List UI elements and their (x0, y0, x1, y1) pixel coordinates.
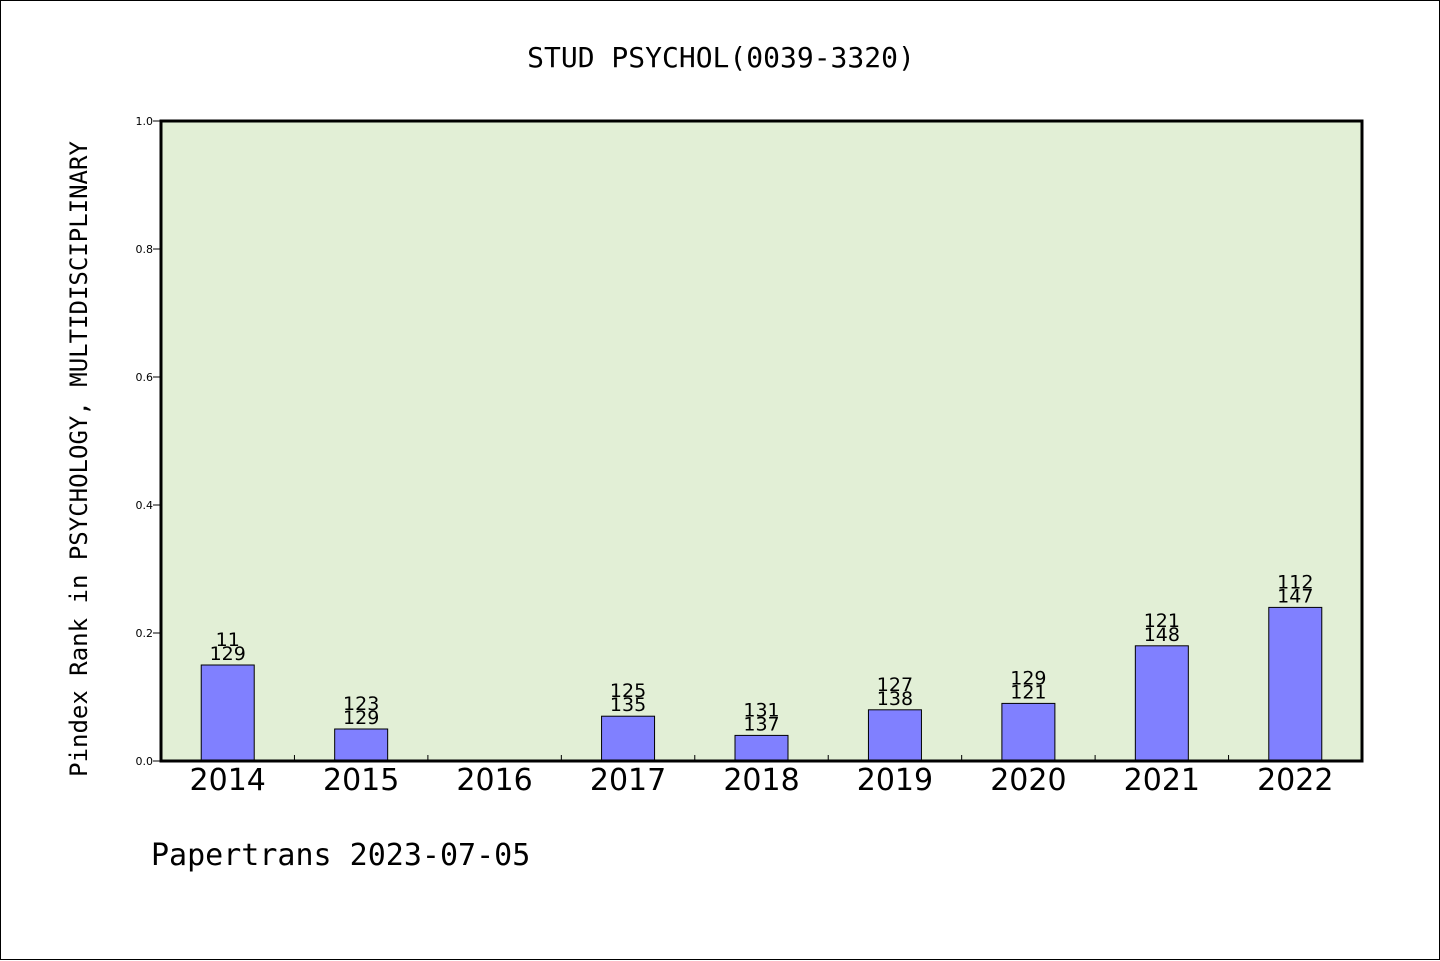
bar-label-top: 112 (1277, 571, 1313, 593)
bar-label-bottom: 137 (743, 713, 779, 735)
y-tick-label: 0.6 (136, 371, 154, 384)
bar-label-top: 121 (1144, 610, 1180, 632)
bar-2020 (1001, 702, 1056, 762)
y-tick-label: 0.4 (136, 499, 154, 512)
y-tick-label: 0.0 (136, 755, 154, 768)
x-tick-label: 2020 (990, 763, 1066, 798)
bar-2021 (1134, 645, 1189, 762)
x-tick-label: 2021 (1124, 763, 1200, 798)
bar-label-top: 131 (743, 699, 779, 721)
bar-label-bottom: 147 (1277, 585, 1313, 607)
bars (200, 606, 1323, 762)
bar-2019 (867, 709, 922, 762)
x-tick-label: 2018 (723, 763, 799, 798)
bar-label-top: 123 (343, 693, 379, 715)
bar-label-bottom: 135 (610, 694, 646, 716)
x-tick-label: 2022 (1257, 763, 1333, 798)
x-axis-ticks: 2014 2015 2016 2017 2018 2019 2020 2021 2022 (190, 755, 1333, 798)
bar-label-top: 11 (216, 629, 240, 651)
x-tick-label: 2017 (590, 763, 666, 798)
bar-2015 (334, 728, 389, 762)
bar-2022 (1268, 606, 1323, 762)
bar-label-bottom: 148 (1144, 624, 1180, 646)
plot-border (159, 119, 1364, 763)
bar-2014 (200, 664, 255, 762)
y-tick-label: 1.0 (136, 115, 154, 128)
x-tick-label: 2014 (190, 763, 266, 798)
y-axis-label: Pindex Rank in PSYCHOLOGY, MULTIDISCIPLI… (65, 141, 93, 777)
bar-label-bottom: 129 (210, 643, 246, 665)
bar-2018 (734, 734, 789, 762)
bar-label-top: 127 (877, 674, 913, 696)
y-tick-label: 0.8 (136, 243, 154, 256)
y-axis-ticks: 0.0 0.2 0.4 0.6 0.8 1.0 (136, 115, 161, 768)
bar-label-bottom: 138 (877, 688, 913, 710)
bar-2017 (601, 715, 656, 762)
x-tick-label: 2015 (323, 763, 399, 798)
x-tick-label: 2019 (857, 763, 933, 798)
bar-label-bottom: 121 (1010, 681, 1046, 703)
bar-label-top: 129 (1010, 667, 1046, 689)
y-tick-label: 0.2 (136, 627, 154, 640)
footer-source: Papertrans 2023-07-05 (151, 838, 530, 873)
bar-label-top: 125 (610, 680, 646, 702)
bar-label-bottom: 129 (343, 707, 379, 729)
chart-title: STUD PSYCHOL(0039-3320) (527, 41, 915, 74)
x-tick-label: 2016 (456, 763, 532, 798)
